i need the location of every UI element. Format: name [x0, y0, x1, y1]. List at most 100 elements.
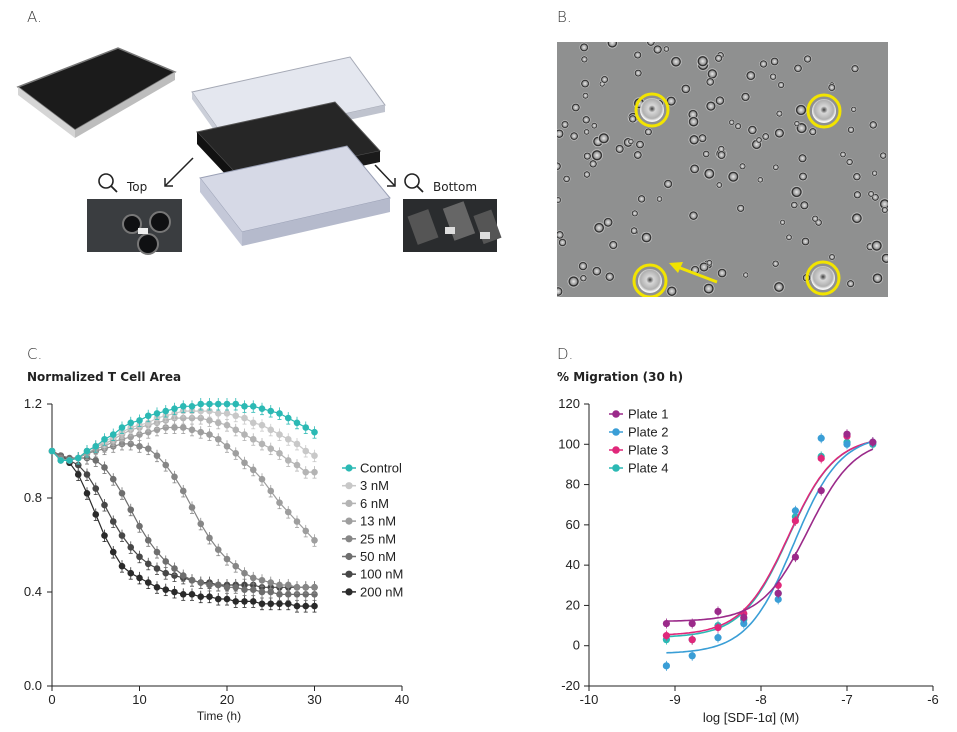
y-tick-label: 60: [566, 517, 580, 532]
data-point: [249, 435, 257, 443]
data-point: [302, 424, 310, 431]
data-point: [144, 428, 152, 436]
series-line: [51, 417, 315, 473]
data-point: [92, 457, 100, 464]
data-point: [101, 435, 108, 443]
y-tick-label: 100: [558, 436, 580, 451]
data-point: [162, 461, 170, 469]
data-point: [223, 421, 231, 429]
data-point: [92, 443, 100, 450]
data-point: [83, 471, 91, 478]
pointer-arrow: [674, 264, 718, 284]
data-point: [188, 426, 196, 434]
data-point: [171, 572, 178, 579]
data-point: [740, 609, 748, 618]
data-point: [48, 447, 56, 455]
legend-marker: [345, 570, 353, 578]
data-point: [284, 600, 292, 608]
legend-marker: [345, 482, 353, 490]
data-point: [188, 403, 196, 410]
data-point: [791, 517, 800, 525]
series-plate-2: [662, 433, 877, 671]
series-control: [48, 398, 318, 465]
data-point: [258, 421, 266, 429]
data-point: [276, 450, 283, 457]
data-point: [662, 636, 671, 644]
arrow-to-bottom-view: [374, 164, 396, 187]
panel-c-letter: C.: [27, 345, 43, 363]
chart-d-title: % Migration (30 h): [557, 370, 684, 384]
data-point: [48, 447, 56, 455]
data-point: [791, 553, 800, 561]
data-point: [66, 457, 73, 464]
legend-marker: [612, 428, 620, 436]
data-point: [688, 636, 696, 644]
data-point: [57, 457, 65, 464]
data-point: [153, 426, 161, 434]
data-point: [188, 504, 196, 511]
data-point: [92, 485, 100, 492]
data-point: [232, 412, 240, 420]
highlight-circle: [632, 263, 668, 297]
data-point: [214, 595, 222, 603]
series-line: [51, 403, 315, 461]
fit-curve: [666, 448, 874, 622]
x-axis-label: log [SDF-1α] (M): [703, 710, 799, 725]
data-point: [92, 443, 100, 450]
data-point: [302, 584, 310, 591]
data-point: [311, 452, 318, 460]
data-point: [118, 424, 126, 431]
legend-marker: [345, 464, 353, 472]
legend-label: 6 nM: [360, 496, 389, 511]
data-point: [118, 490, 126, 497]
data-point: [153, 584, 161, 591]
data-point: [249, 403, 257, 410]
data-point: [223, 584, 231, 591]
data-point: [197, 428, 205, 436]
data-point: [241, 403, 248, 410]
data-point: [241, 598, 248, 605]
data-point: [144, 445, 152, 452]
data-point: [179, 407, 187, 415]
data-point: [258, 475, 266, 483]
legend-marker: [612, 464, 620, 472]
x-tick-label: -10: [580, 692, 599, 707]
data-point: [249, 598, 257, 605]
y-tick-label: 1.2: [24, 396, 42, 411]
data-point: [66, 457, 73, 464]
data-point: [774, 595, 782, 603]
data-point: [101, 464, 108, 471]
data-point: [109, 438, 117, 445]
data-point: [74, 454, 82, 462]
legend-marker: [345, 499, 353, 507]
data-point: [276, 499, 283, 507]
data-point: [197, 400, 205, 408]
data-point: [206, 581, 213, 589]
data-point: [144, 412, 152, 420]
data-point: [171, 414, 178, 422]
data-point: [293, 584, 301, 591]
data-point: [662, 632, 671, 640]
data-point: [774, 589, 782, 597]
plate-bottom-insert: [199, 145, 391, 246]
data-point: [817, 452, 825, 460]
data-point: [92, 445, 100, 452]
data-point: [136, 443, 143, 450]
data-point: [688, 619, 696, 628]
data-point: [57, 454, 65, 462]
data-point: [267, 584, 275, 591]
fit-curve: [666, 440, 874, 654]
data-point: [66, 454, 73, 462]
highlight-circle: [634, 92, 670, 128]
legend-label: 13 nM: [360, 514, 396, 529]
data-point: [162, 417, 170, 424]
data-point: [171, 405, 178, 413]
data-point: [109, 518, 117, 525]
legend-marker: [612, 410, 620, 418]
highlight-circle: [806, 93, 842, 129]
pointer-arrow-head: [669, 262, 683, 273]
data-point: [232, 598, 240, 605]
data-point: [232, 584, 240, 591]
data-point: [179, 591, 187, 598]
y-tick-label: 0.4: [24, 584, 42, 599]
